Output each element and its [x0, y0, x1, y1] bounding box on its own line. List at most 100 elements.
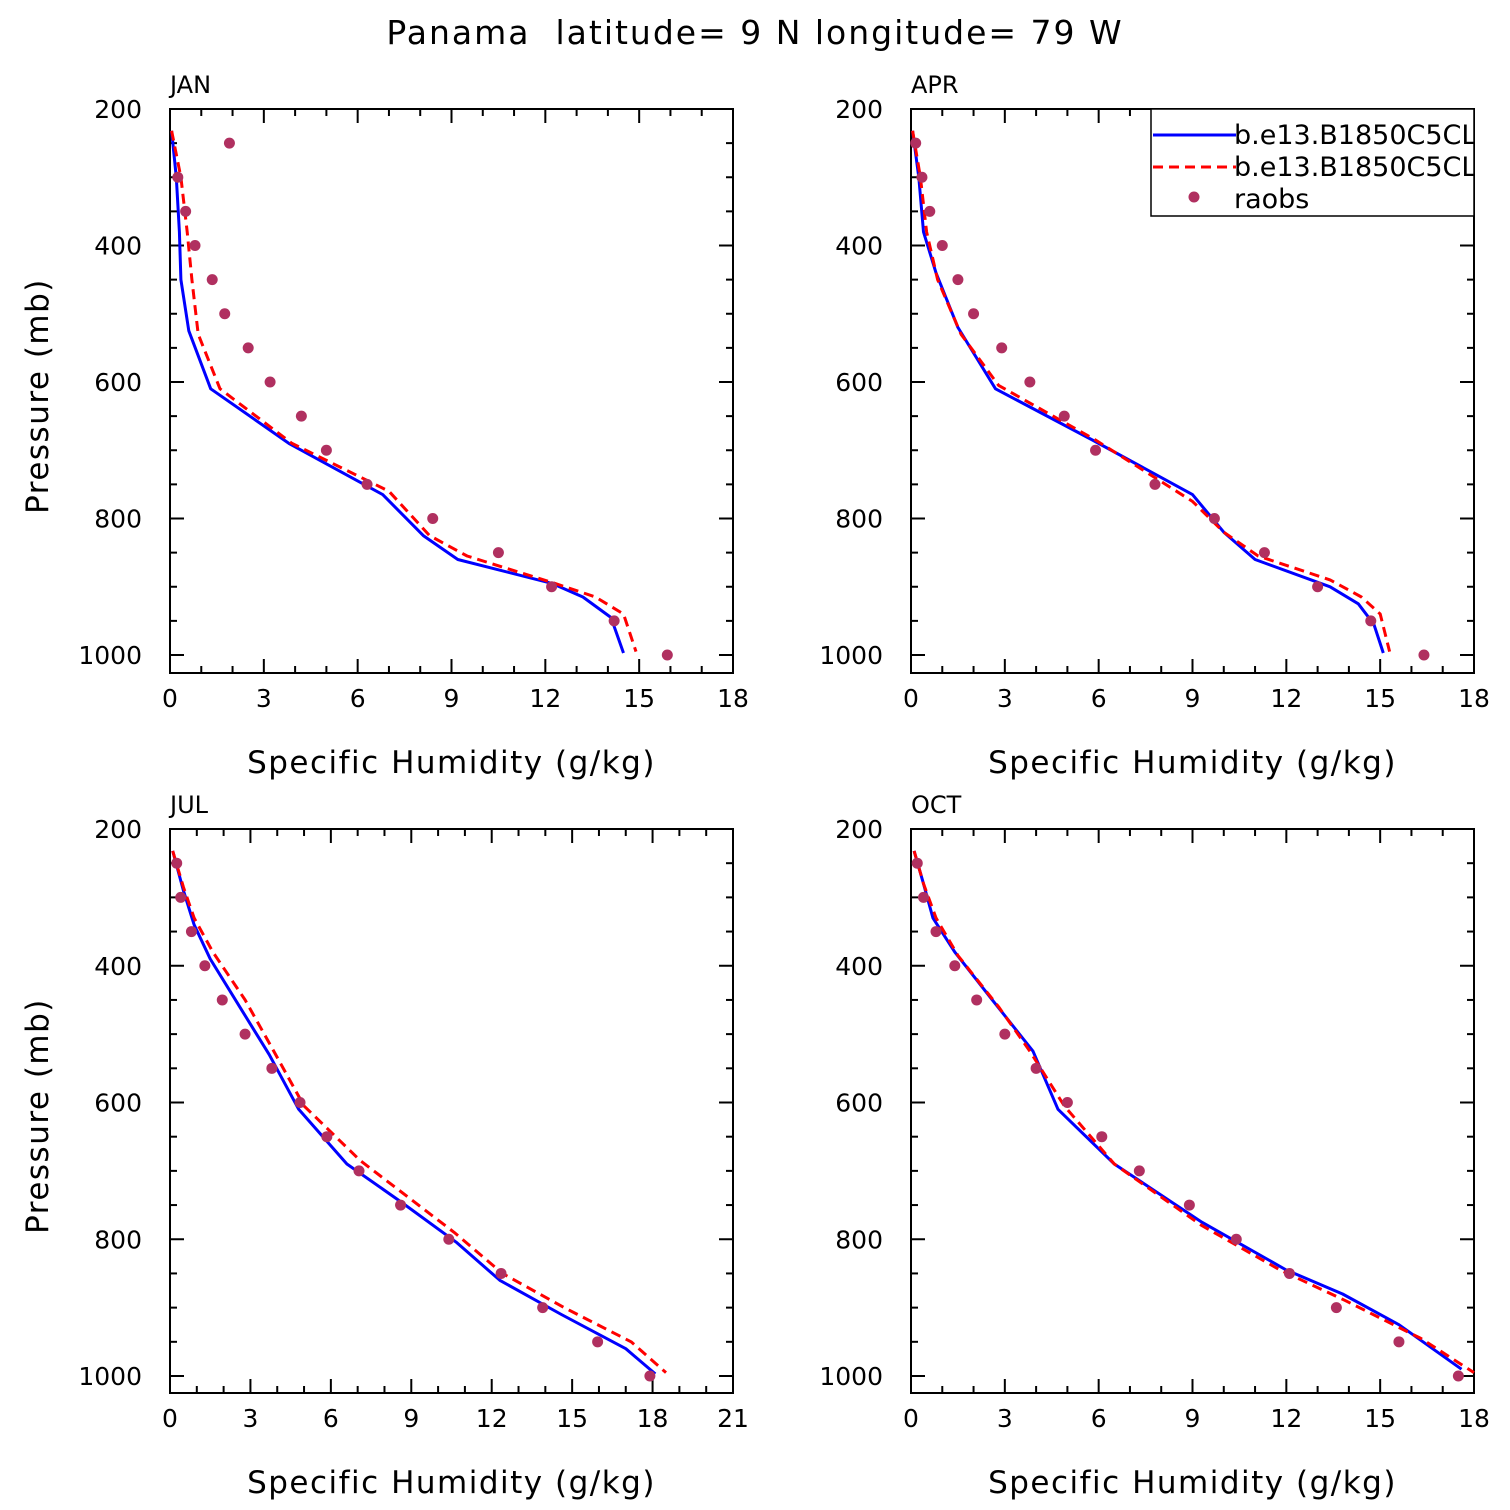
y-axis-label: Pressure (mb)	[20, 278, 56, 514]
raobs-point	[1312, 581, 1324, 593]
x-tick-label: 15	[623, 684, 655, 713]
x-tick-label: 9	[1185, 1404, 1201, 1433]
x-tick-label: 18	[1458, 1404, 1490, 1433]
figure-title: Panama latitude= 9 N longitude= 79 W	[386, 13, 1123, 52]
y-tick-label: 200	[835, 815, 883, 844]
model-line-dashed	[911, 130, 1392, 652]
x-tick-label: 0	[162, 1404, 178, 1433]
raobs-point	[644, 1370, 656, 1382]
y-tick-label: 1000	[819, 1362, 883, 1391]
y-tick-label: 800	[94, 505, 142, 534]
x-tick-label: 12	[1270, 1404, 1302, 1433]
raobs-point	[264, 376, 276, 388]
raobs-point	[189, 240, 201, 251]
raobs-point	[1208, 513, 1220, 524]
y-tick-label: 400	[94, 232, 142, 261]
model-line-dashed	[912, 850, 1475, 1374]
raobs-point	[968, 308, 980, 320]
raobs-point	[219, 308, 231, 320]
x-tick-label: 0	[903, 684, 919, 713]
x-tick-label: 3	[242, 1404, 258, 1433]
raobs-point	[1058, 410, 1070, 422]
y-tick-label: 1000	[78, 641, 142, 670]
x-tick-label: 12	[529, 684, 561, 713]
raobs-point	[239, 1028, 251, 1040]
raobs-point	[242, 342, 254, 354]
x-tick-label: 0	[162, 684, 178, 713]
y-tick-label: 1000	[819, 641, 883, 670]
raobs-point	[443, 1233, 455, 1245]
panel-title: JUL	[168, 791, 209, 819]
x-tick-label: 3	[256, 684, 272, 713]
raobs-point	[495, 1267, 507, 1279]
y-tick-label: 200	[94, 815, 142, 844]
x-tick-label: 6	[1091, 684, 1107, 713]
raobs-point	[1183, 1199, 1195, 1211]
raobs-point	[546, 581, 558, 593]
chart-panel-jul: 0 3 6 9 12 15 18 21 200 400 600 800 1000 JUL Specific …	[20, 791, 749, 1501]
raobs-point	[1283, 1267, 1295, 1279]
raobs-point	[216, 994, 228, 1006]
raobs-point	[320, 444, 332, 456]
raobs-point	[949, 960, 961, 972]
raobs-point	[223, 137, 235, 149]
y-tick-label: 400	[835, 232, 883, 261]
raobs-point	[175, 891, 187, 903]
raobs-point	[172, 171, 184, 183]
raobs-point	[924, 205, 936, 217]
x-tick-label: 12	[476, 1404, 508, 1433]
raobs-point	[1024, 376, 1036, 388]
chart-panel-oct: 0 3 6 9 12 15 18 200 400 600 800 1000 OCT Specific Hu…	[819, 791, 1490, 1501]
x-tick-label: 15	[556, 1404, 588, 1433]
raobs-point	[206, 274, 218, 286]
raobs-point	[1090, 444, 1102, 456]
raobs-point	[661, 649, 673, 661]
raobs-point	[492, 547, 504, 559]
raobs-point	[936, 240, 948, 251]
x-tick-label: 18	[637, 1404, 669, 1433]
y-tick-label: 600	[835, 368, 883, 397]
raobs-point	[180, 205, 192, 217]
raobs-point	[185, 926, 197, 938]
panel-title: APR	[911, 71, 959, 99]
raobs-point	[930, 926, 942, 938]
raobs-point	[537, 1302, 549, 1314]
raobs-point	[916, 171, 928, 183]
x-tick-label: 0	[903, 1404, 919, 1433]
model-line-solid	[911, 130, 1385, 654]
raobs-point	[1258, 547, 1270, 559]
raobs-point	[1330, 1302, 1342, 1314]
raobs-point	[918, 891, 930, 903]
raobs-point	[1133, 1165, 1145, 1177]
raobs-point	[1230, 1233, 1242, 1245]
raobs-point	[171, 857, 183, 869]
x-tick-label: 6	[1091, 1404, 1107, 1433]
raobs-point	[199, 960, 211, 972]
panel-title: OCT	[911, 791, 962, 819]
plot-frame	[910, 828, 1475, 1394]
x-axis-label: Specific Humidity (g/kg)	[247, 745, 656, 781]
y-tick-label: 400	[94, 952, 142, 981]
x-tick-label: 3	[997, 684, 1013, 713]
model-line-solid	[170, 130, 625, 654]
raobs-point	[1365, 615, 1377, 627]
raobs-point	[1096, 1131, 1108, 1143]
x-tick-label: 21	[717, 1404, 749, 1433]
raobs-point	[295, 410, 307, 422]
x-axis-label: Specific Humidity (g/kg)	[247, 1465, 656, 1501]
raobs-point	[361, 478, 373, 490]
legend-label: b.e13.B1850C5CL	[1234, 120, 1476, 151]
x-tick-label: 6	[323, 1404, 339, 1433]
y-axis-label: Pressure (mb)	[20, 998, 56, 1234]
raobs-point	[910, 137, 922, 149]
x-tick-label: 3	[997, 1404, 1013, 1433]
raobs-point	[952, 274, 964, 286]
raobs-point	[1452, 1370, 1464, 1382]
y-tick-label: 200	[835, 95, 883, 124]
x-tick-label: 9	[444, 684, 460, 713]
y-tick-label: 600	[835, 1089, 883, 1118]
raobs-point	[971, 994, 983, 1006]
x-tick-label: 12	[1270, 684, 1302, 713]
